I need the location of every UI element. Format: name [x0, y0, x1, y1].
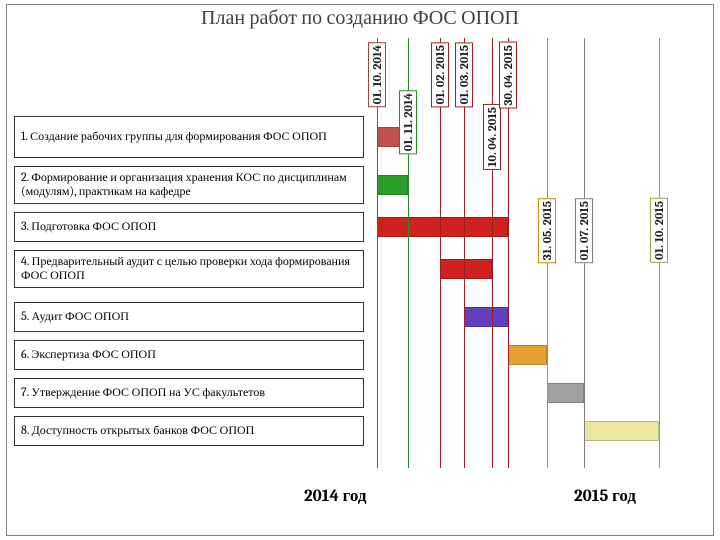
gantt-bar: [464, 307, 508, 327]
date-label: 01. 11. 2014: [399, 90, 417, 154]
year-label-left: 2014 год: [304, 486, 367, 506]
task-box: 2. Формирование и организация хранения К…: [14, 166, 364, 204]
gantt-bar: [547, 383, 584, 403]
date-label: 01. 07. 2015: [575, 198, 593, 263]
year-label-right: 2015 год: [574, 486, 636, 506]
gantt-bar: [377, 175, 408, 195]
date-label: 01. 10. 2014: [368, 42, 386, 107]
task-box: 4. Предварительный аудит с целью проверк…: [14, 250, 364, 288]
task-box: 3. Подготовка ФОС ОПОП: [14, 212, 364, 242]
gantt-bar: [584, 421, 659, 441]
date-label: 31. 05. 2015: [538, 198, 556, 263]
date-line: [492, 38, 493, 468]
gantt-bar: [377, 217, 508, 237]
page-title: План работ по созданию ФОС ОПОП: [0, 6, 720, 30]
task-box: 1. Создание рабочих группы для формирова…: [14, 116, 364, 158]
gantt-bar: [440, 259, 492, 279]
gantt-chart: 01. 10. 2014 01. 11. 2014 01. 02. 2015 01. …: [14, 38, 706, 508]
date-label: 01. 02. 2015: [431, 42, 449, 107]
date-label: 01. 10. 2015: [650, 198, 668, 263]
date-label: 10. 04. 2015: [483, 104, 501, 170]
task-box: 8. Доступность открытых банков ФОС ОПОП: [14, 416, 364, 446]
gantt-bar: [508, 345, 547, 365]
task-box: 5. Аудит ФОС ОПОП: [14, 302, 364, 332]
date-label: 01. 03. 2015: [455, 42, 473, 107]
task-box: 6. Экспертиза ФОС ОПОП: [14, 340, 364, 370]
task-box: 7. Утверждение ФОС ОПОП на УС факультето…: [14, 378, 364, 408]
date-label: 30. 04. 2015: [499, 42, 517, 109]
